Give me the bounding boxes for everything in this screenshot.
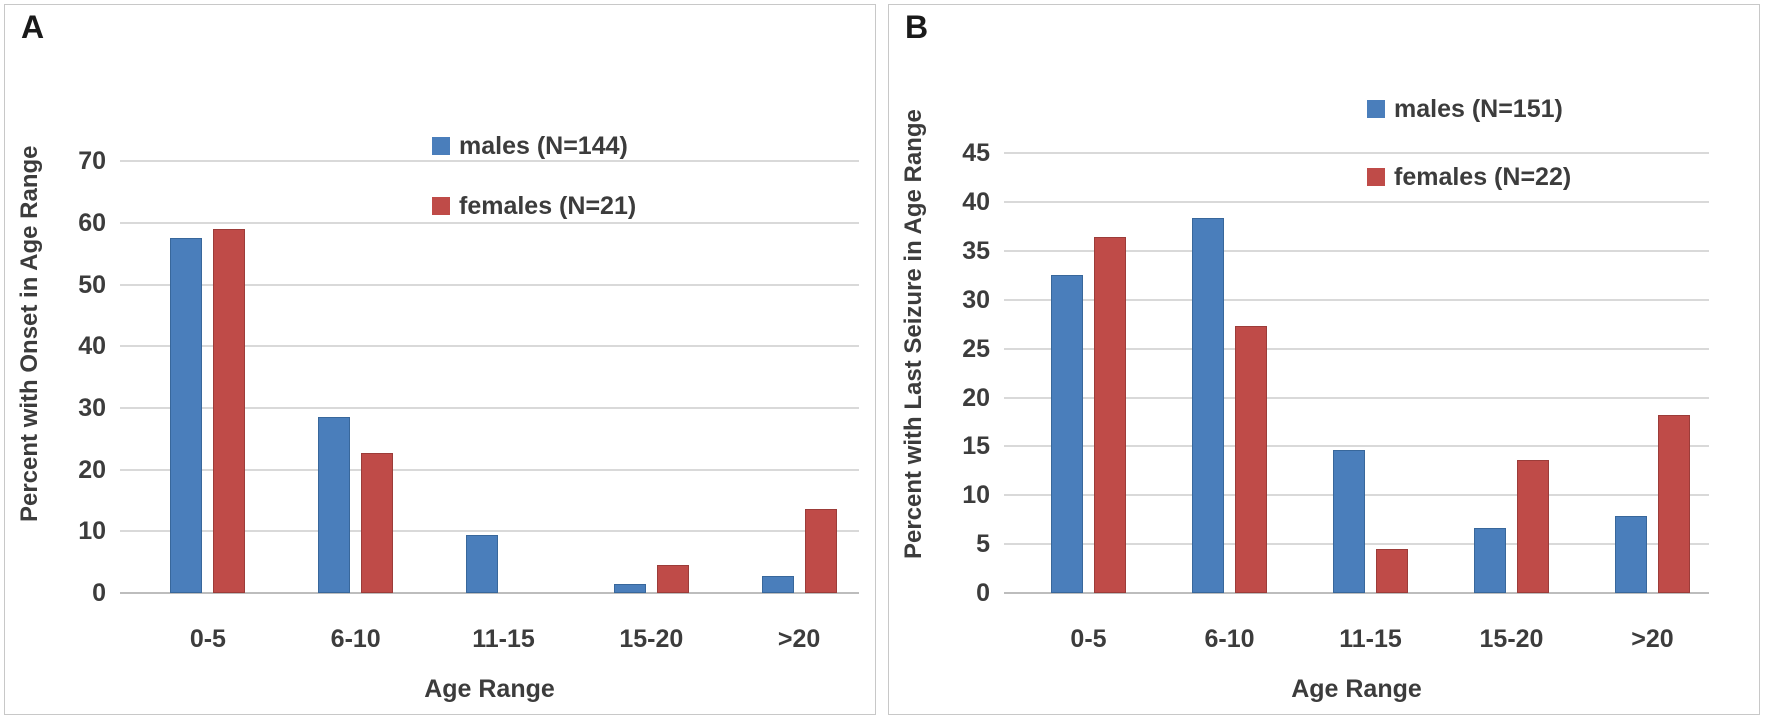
legend-label: females (N=22) (1394, 162, 1572, 191)
y-tick-label: 10 (962, 481, 990, 510)
y-tick-label: 0 (976, 579, 990, 607)
gridline (1004, 152, 1709, 155)
legend-entry: males (N=151) (1367, 94, 1571, 123)
bar-females-15-20 (656, 565, 689, 593)
bar-males->20 (761, 575, 794, 593)
y-tick-label: 0 (92, 579, 106, 607)
category-label: 11-15 (472, 625, 535, 653)
panel-a-label: A (21, 9, 45, 45)
y-tick-label: 60 (78, 209, 106, 237)
y-tick-label: 70 (78, 147, 106, 176)
bar-males-15-20 (1474, 528, 1506, 593)
plot-area: Age Range 0 5 10 15 20 25 30 35 40 45 0-5 6-10 11-15… (962, 75, 1709, 703)
gridline (120, 222, 859, 224)
gridline (120, 160, 859, 163)
legend-label: females (N=21) (459, 191, 637, 220)
gridline (120, 283, 859, 286)
bar-females-6-10 (1235, 326, 1267, 593)
x-axis-title: Age Range (1291, 675, 1422, 703)
x-axis-baseline (120, 592, 859, 594)
y-tick-label: 15 (962, 432, 990, 461)
legend-swatch-icon (1367, 168, 1385, 186)
bar-females->20 (1658, 415, 1690, 593)
legend-entry: females (N=22) (1367, 162, 1572, 191)
bar-males-6-10 (318, 417, 351, 593)
category-label: >20 (1631, 625, 1674, 653)
gridline (120, 530, 859, 533)
bar-females-0-5 (1094, 237, 1126, 593)
gridline (120, 345, 859, 348)
category-label: 15-20 (619, 625, 684, 653)
gridline (1004, 396, 1709, 399)
panel-a: A Percent with Onset in Age Range Age Ra… (4, 4, 876, 715)
bar-males-15-20 (613, 584, 646, 593)
gridline (1004, 445, 1709, 448)
y-tick-label: 45 (962, 139, 990, 168)
legend-label: males (N=151) (1394, 94, 1563, 123)
panel-b: B Percent with Last Seizure in Age Range… (888, 4, 1760, 715)
category-label: >20 (777, 625, 821, 653)
gridline (120, 468, 859, 471)
y-axis-title: Percent with Last Seizure in Age Range (900, 109, 927, 559)
bar-females-6-10 (361, 453, 394, 593)
bar-males-0-5 (170, 237, 203, 593)
y-axis-title: Percent with Onset in Age Range (16, 145, 43, 523)
panel-b-label: B (905, 9, 929, 45)
y-tick-label: 50 (78, 270, 106, 299)
gridline (120, 407, 859, 409)
gridline (1004, 347, 1709, 350)
y-tick-label: 40 (78, 332, 106, 361)
legend-swatch-icon (432, 137, 450, 155)
category-label: 0-5 (1070, 625, 1107, 653)
y-tick-label: 35 (962, 236, 990, 265)
bar-females-15-20 (1517, 460, 1549, 593)
legend-label: males (N=144) (459, 131, 628, 160)
bar-females-11-15 (1376, 549, 1408, 593)
legend-swatch-icon (432, 197, 450, 215)
bar-males-11-15 (466, 535, 498, 593)
category-label: 6-10 (1204, 625, 1255, 653)
plot-area: Age Range 0 10 20 30 40 50 60 70 0-5 6-10 11-15 15-… (78, 75, 859, 703)
y-tick-label: 40 (962, 188, 990, 217)
y-tick-label: 5 (976, 530, 990, 559)
legend: males (N=144) females (N=21) (432, 131, 637, 220)
x-axis-baseline (1004, 592, 1709, 594)
bar-females->20 (804, 509, 837, 593)
gridline (1004, 298, 1709, 301)
bar-females-0-5 (213, 228, 246, 593)
y-tick-label: 20 (78, 455, 106, 484)
y-tick-label: 10 (78, 517, 106, 546)
y-tick-label: 25 (962, 334, 990, 363)
legend-entry: females (N=21) (432, 191, 637, 220)
legend-swatch-icon (1367, 100, 1385, 118)
legend: males (N=151) females (N=22) (1367, 94, 1572, 191)
x-axis-title: Age Range (424, 675, 555, 703)
bar-males->20 (1615, 515, 1647, 593)
y-tick-label: 30 (78, 394, 106, 422)
category-label: 0-5 (189, 625, 226, 653)
category-label: 6-10 (330, 625, 381, 653)
legend-entry: males (N=144) (432, 131, 636, 160)
y-tick-label: 30 (962, 285, 990, 314)
gridline (1004, 249, 1709, 252)
category-label: 15-20 (1479, 625, 1544, 653)
y-tick-label: 20 (962, 383, 990, 412)
bar-males-0-5 (1051, 275, 1083, 593)
bar-males-11-15 (1333, 450, 1365, 593)
category-label: 11-15 (1339, 625, 1402, 653)
gridline (1004, 201, 1709, 204)
bar-males-6-10 (1192, 217, 1224, 593)
